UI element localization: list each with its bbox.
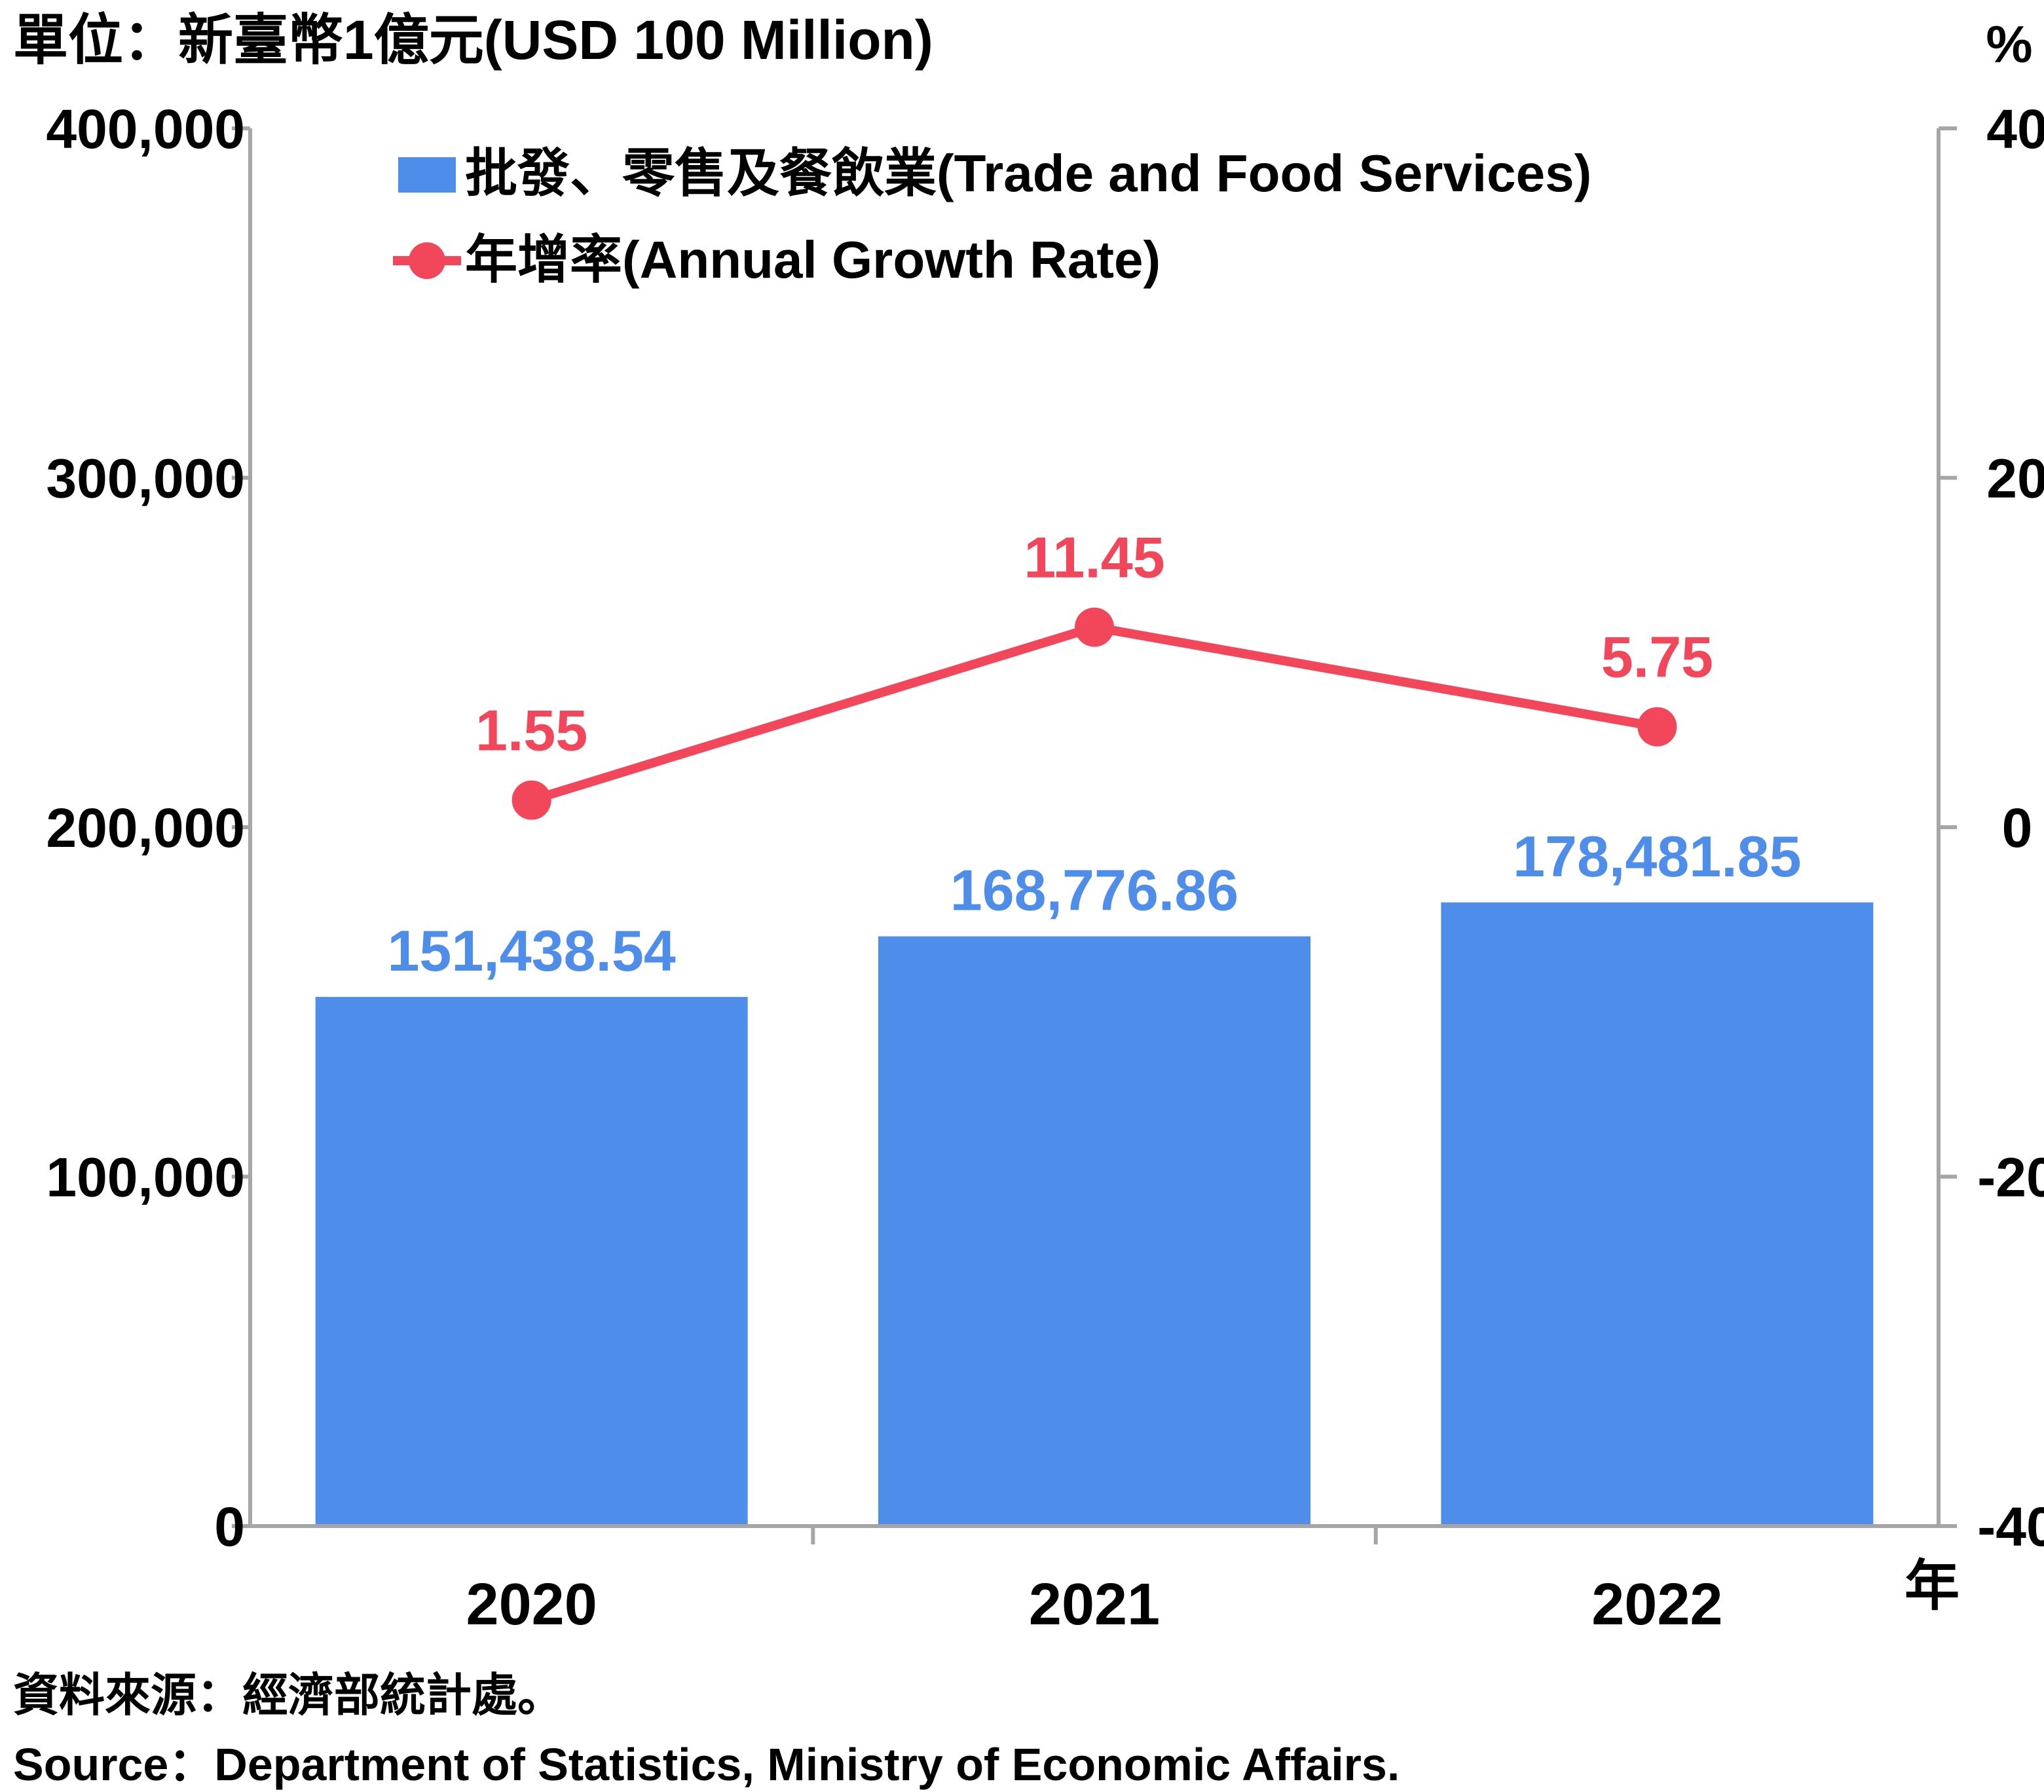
growth-point-2021 — [1075, 607, 1114, 647]
bar-series — [315, 902, 1874, 1526]
x-tick-label: 2021 — [1029, 1572, 1160, 1637]
x-unit-label: 年 — [1905, 1555, 1960, 1616]
legend-line-marker — [409, 242, 445, 279]
left-tick-label: 100,000 — [46, 1147, 245, 1208]
legend-bar-label: 批發、零售及餐飲業(Trade and Food Services) — [465, 144, 1591, 202]
bar-2021 — [878, 936, 1310, 1526]
left-tick-label: 300,000 — [46, 448, 245, 510]
right-unit-label: % — [1986, 15, 2032, 73]
unit-label: 單位：新臺幣1億元(USD 100 Million) — [13, 9, 933, 71]
growth-point-2020 — [511, 780, 551, 820]
bar-value-label: 151,438.54 — [387, 918, 675, 983]
bar-2020 — [315, 997, 748, 1526]
x-tick-label: 2020 — [466, 1572, 597, 1637]
x-tick-label: 2022 — [1591, 1572, 1722, 1637]
right-tick-label: -40 — [1977, 1496, 2044, 1558]
line-data-labels: 1.55 11.45 5.75 — [475, 525, 1713, 763]
source-zh: 資料來源：經濟部統計處。 — [13, 1670, 563, 1721]
source-en: Source：Department of Statistics, Ministr… — [13, 1739, 1400, 1790]
growth-value-label: 11.45 — [1024, 525, 1164, 590]
growth-point-2022 — [1637, 707, 1677, 747]
left-tick-label: 200,000 — [46, 797, 245, 859]
right-tick-label: 40 — [1986, 98, 2044, 160]
axes: 0 100,000 200,000 300,000 400,000 -40 -20 0 20 40… — [46, 98, 2044, 1637]
left-tick-label: 0 — [214, 1496, 245, 1558]
growth-line — [530, 622, 1658, 805]
right-tick-label: -20 — [1977, 1147, 2044, 1208]
right-tick-label: 0 — [2002, 797, 2033, 859]
bar-2022 — [1441, 902, 1874, 1526]
bar-data-labels: 151,438.54 168,776.86 178,481.85 — [387, 824, 1801, 983]
right-tick-label: 20 — [1986, 448, 2044, 510]
growth-value-label: 1.55 — [475, 698, 587, 763]
bar-value-label: 168,776.86 — [950, 858, 1238, 923]
left-tick-label: 400,000 — [46, 98, 245, 160]
growth-line-series — [511, 607, 1677, 820]
bar-value-label: 178,481.85 — [1513, 824, 1801, 889]
legend-bar-swatch — [398, 157, 456, 193]
legend: 批發、零售及餐飲業(Trade and Food Services) 年增率(A… — [393, 144, 1591, 289]
legend-line-label: 年增率(Annual Growth Rate) — [465, 231, 1161, 289]
growth-value-label: 5.75 — [1601, 625, 1713, 690]
